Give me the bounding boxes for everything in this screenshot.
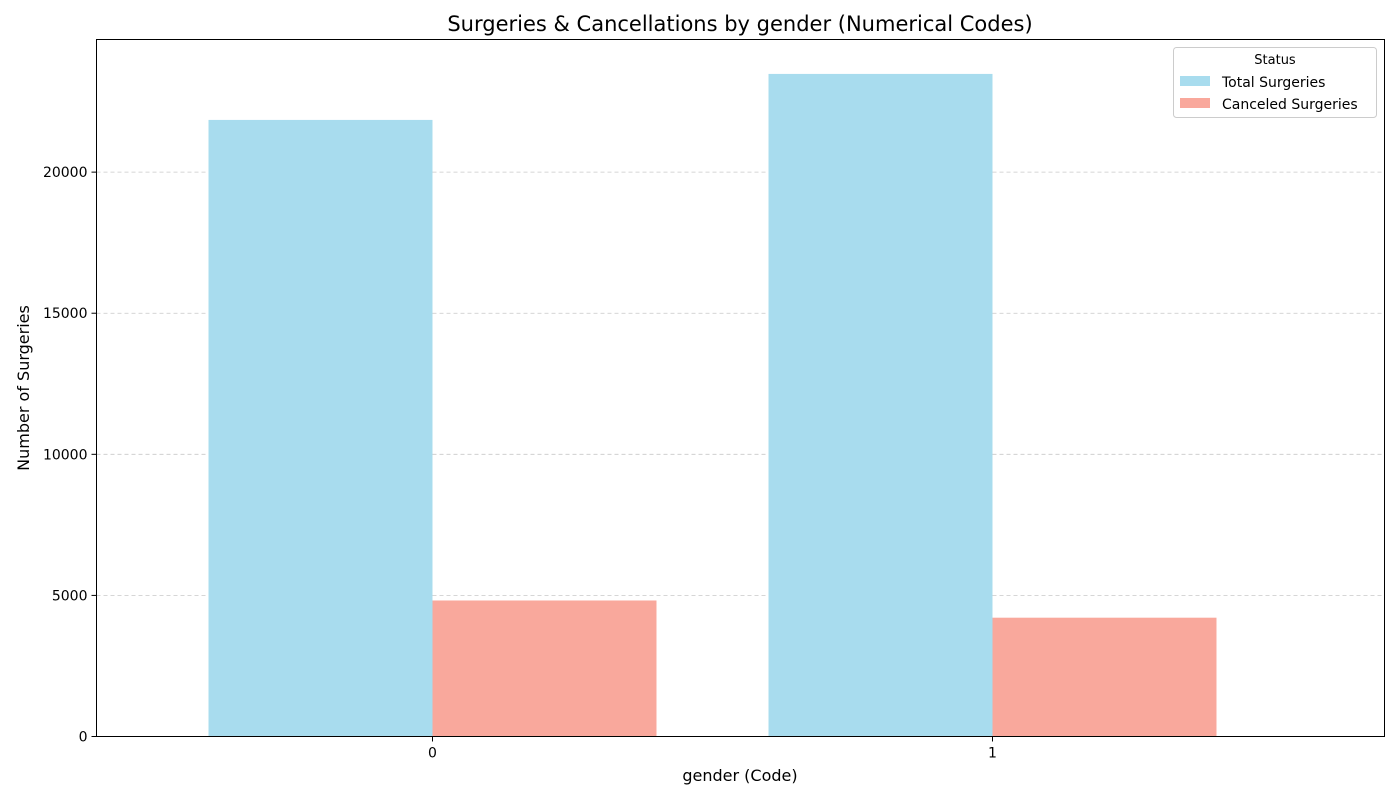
y-tick-label: 10000 [43,447,88,463]
bar-total-0 [208,119,433,737]
grid-lines [96,171,1385,596]
x-tick-label: 0 [428,746,437,762]
y-tick-label: 0 [79,730,88,746]
legend-swatch-total [1180,76,1210,86]
legend-label-canceled: Canceled Surgeries [1222,97,1358,113]
legend: Status Total Surgeries Canceled Surgerie… [1173,47,1377,118]
y-tick-label: 15000 [43,306,88,322]
y-axis: 0 5000 10000 15000 20000 [43,165,97,746]
legend-label-total: Total Surgeries [1221,75,1325,91]
bar-canceled-0 [432,600,657,737]
legend-box [1173,47,1377,118]
y-tick-label: 20000 [43,165,88,181]
plot-frame [96,39,1385,737]
y-axis-label: Number of Surgeries [14,305,33,471]
legend-swatch-canceled [1180,98,1210,108]
y-tick-label: 5000 [52,588,88,604]
bars [208,73,1217,737]
x-tick-label: 1 [988,746,997,762]
bar-canceled-1 [992,617,1217,737]
x-axis-label: gender (Code) [682,766,797,785]
legend-title: Status [1254,53,1296,68]
chart-title: Surgeries & Cancellations by gender (Num… [447,12,1032,36]
bar-total-1 [768,73,993,737]
